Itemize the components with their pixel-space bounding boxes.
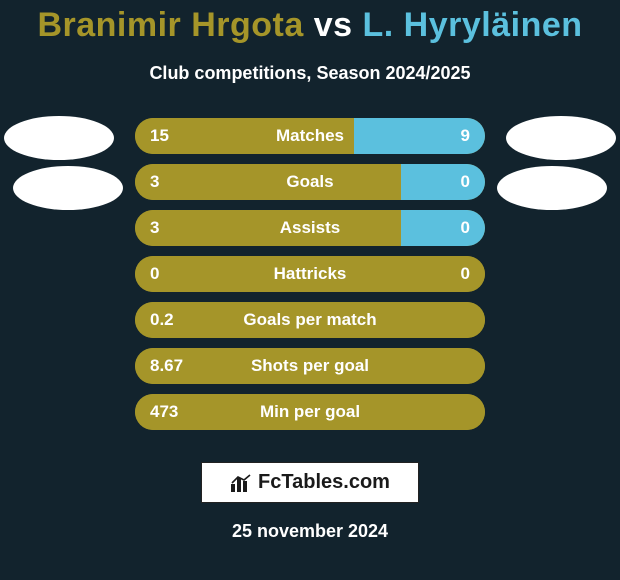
stat-track	[135, 348, 485, 384]
title-vs: vs	[314, 6, 353, 44]
stat-row: Assists30	[0, 210, 620, 246]
stat-bar-p1	[135, 164, 401, 200]
fctables-logo: FcTables.com	[201, 462, 419, 503]
stat-row: Matches159	[0, 118, 620, 154]
title-player1: Branimir Hrgota	[37, 6, 303, 44]
stat-bar-p1	[135, 210, 401, 246]
stat-track	[135, 256, 485, 292]
stat-bar-p1	[135, 348, 485, 384]
stat-track	[135, 118, 485, 154]
stat-track	[135, 164, 485, 200]
stat-track	[135, 302, 485, 338]
page-title: Branimir Hrgota vs L. Hyryläinen	[0, 0, 620, 45]
stat-bar-p2	[354, 118, 485, 154]
stat-row: Shots per goal8.67	[0, 348, 620, 384]
stat-rows: Matches159 Goals30 Assists30 Hattricks00 Goa…	[0, 118, 620, 440]
stat-bar-p2	[401, 164, 485, 200]
stat-bar-p1	[135, 118, 354, 154]
logo-text: FcTables.com	[258, 471, 390, 494]
stat-row: Hattricks00	[0, 256, 620, 292]
title-player2: L. Hyryläinen	[363, 6, 583, 44]
stat-track	[135, 210, 485, 246]
stat-row: Goals per match0.2	[0, 302, 620, 338]
stat-bar-p2	[401, 210, 485, 246]
stat-bar-p1	[135, 302, 485, 338]
stat-bar-p1	[135, 394, 485, 430]
stat-track	[135, 394, 485, 430]
stat-row: Min per goal473	[0, 394, 620, 430]
comparison-infographic: Branimir Hrgota vs L. Hyryläinen Club co…	[0, 0, 620, 580]
stat-bar-p1	[135, 256, 485, 292]
date: 25 november 2024	[0, 521, 620, 542]
subtitle: Club competitions, Season 2024/2025	[0, 63, 620, 84]
footer: FcTables.com 25 november 2024	[0, 462, 620, 542]
bars-icon	[230, 474, 252, 492]
stat-row: Goals30	[0, 164, 620, 200]
